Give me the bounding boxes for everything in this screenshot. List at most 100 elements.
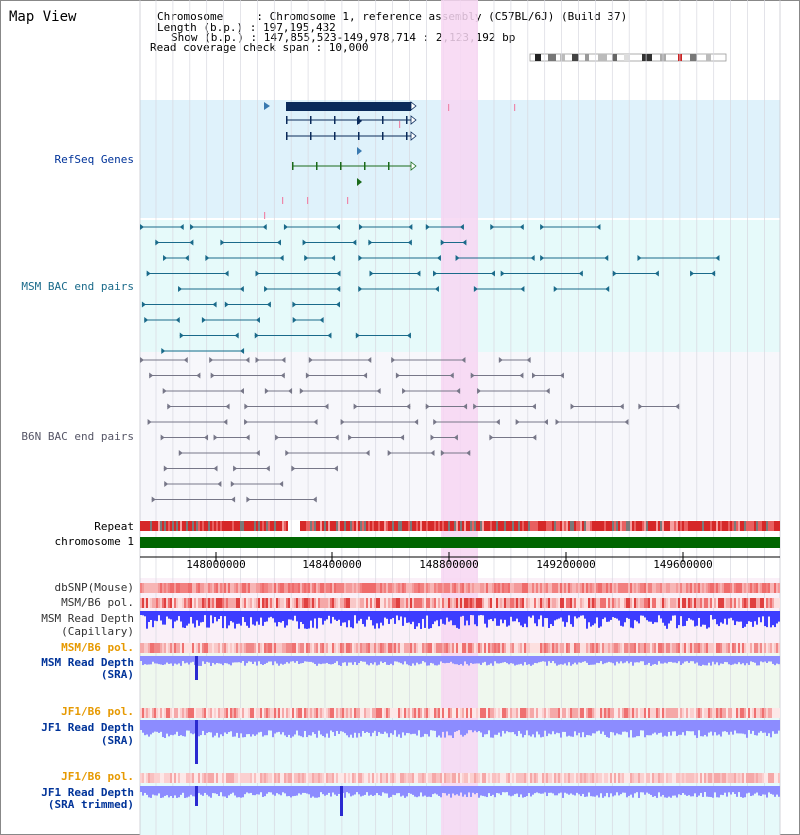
heat-cell [214, 643, 216, 653]
depth-bar [648, 611, 650, 622]
b6n-bac-track-label[interactable]: B6N BAC end pairs [21, 430, 134, 443]
msm-depth-capillary-bars[interactable] [140, 611, 780, 629]
repeat-segment [166, 521, 168, 531]
bac-end-marker [490, 224, 495, 230]
heat-cell [270, 773, 272, 783]
heat-cell [502, 708, 504, 718]
heat-cell [364, 773, 366, 783]
jf1-b6-pol-trimmed-label[interactable]: JF1/B6 pol. [61, 770, 134, 783]
heat-cell [174, 598, 176, 608]
depth-bar [730, 786, 732, 795]
heat-cell [592, 598, 594, 608]
dbsnp-heatmap[interactable] [140, 583, 780, 593]
depth-bar [348, 611, 350, 621]
highlight-region[interactable] [441, 0, 478, 835]
depth-bar [324, 611, 326, 621]
jf1-depth-trimmed-label[interactable]: JF1 Read Depth [41, 786, 134, 799]
repeat-track[interactable] [140, 521, 780, 531]
depth-bar [762, 611, 764, 617]
heat-cell [742, 708, 744, 718]
bac-end-marker [449, 372, 454, 379]
depth-bar [678, 786, 680, 795]
depth-bar [670, 656, 672, 662]
depth-bar [384, 611, 386, 618]
jf1-depth-sra-bars[interactable] [140, 720, 780, 764]
heat-cell [496, 598, 498, 608]
depth-bar [626, 611, 628, 618]
msm-depth-sra-label[interactable]: MSM Read Depth [41, 656, 134, 669]
heat-cell [630, 643, 632, 653]
depth-bar [756, 720, 758, 736]
heat-cell [280, 598, 282, 608]
msm-b6-pol-label[interactable]: MSM/B6 pol. [61, 596, 134, 609]
depth-bar [198, 720, 200, 737]
msm-bac-end-pairs[interactable] [140, 224, 720, 354]
heat-cell [172, 773, 174, 783]
depth-bar [718, 786, 720, 798]
chromosome-track-label[interactable]: chromosome 1 [55, 535, 134, 548]
jf1-b6-pol-heatmap[interactable] [140, 708, 780, 718]
repeat-segment [568, 521, 570, 531]
gene-start-arrow[interactable] [264, 102, 270, 110]
depth-bar [516, 720, 518, 737]
heat-cell [238, 583, 240, 593]
depth-bar [566, 656, 568, 666]
heat-cell [530, 583, 532, 593]
refseq-track-label[interactable]: RefSeq Genes [55, 153, 134, 166]
depth-bar [682, 786, 684, 794]
depth-bar [568, 656, 570, 663]
depth-bar [538, 720, 540, 735]
refseq-gene-models[interactable] [264, 101, 516, 219]
msm-b6-pol-sra-heatmap[interactable] [140, 643, 780, 653]
heat-cell [232, 583, 234, 593]
bac-end-marker [638, 403, 643, 410]
heat-cell [534, 598, 536, 608]
heat-cell [470, 583, 472, 593]
msm-b6-pol-sra-label[interactable]: MSM/B6 pol. [61, 641, 134, 654]
repeat-segment [610, 521, 612, 531]
heat-cell [244, 643, 246, 653]
msm-b6-pol-heatmap[interactable] [140, 598, 780, 608]
msm-depth-sra-bars[interactable] [140, 656, 780, 680]
depth-bar [696, 656, 698, 663]
repeat-segment [336, 521, 338, 531]
depth-bar [664, 656, 666, 663]
depth-bar [640, 611, 642, 616]
depth-bar [288, 720, 290, 735]
depth-bar [338, 786, 340, 794]
depth-bar [722, 786, 724, 796]
heat-cell [752, 583, 754, 593]
depth-bar [226, 611, 228, 629]
repeat-segment [212, 521, 214, 531]
repeat-track-label[interactable]: Repeat [94, 520, 134, 533]
heat-cell [282, 643, 284, 653]
heat-cell [142, 643, 144, 653]
heat-cell [466, 643, 468, 653]
jf1-b6-pol-label[interactable]: JF1/B6 pol. [61, 705, 134, 718]
heat-cell [392, 583, 394, 593]
bac-end-marker [336, 270, 341, 277]
jf1-depth-sra-label[interactable]: JF1 Read Depth [41, 721, 134, 734]
depth-bar [478, 720, 480, 732]
gene-block[interactable] [286, 102, 411, 111]
depth-bar [760, 656, 762, 662]
depth-bar [172, 720, 174, 736]
ideogram-band [706, 54, 711, 61]
msm-depth-capillary-label[interactable]: MSM Read Depth [41, 612, 134, 625]
heat-cell [576, 773, 578, 783]
bac-end-marker [498, 357, 503, 363]
dbsnp-track-label[interactable]: dbSNP(Mouse) [55, 581, 134, 594]
heat-cell [498, 643, 500, 653]
bac-end-marker [519, 372, 524, 379]
heat-cell [778, 708, 780, 718]
heat-cell [312, 708, 314, 718]
jf1-depth-trimmed-bars[interactable] [140, 786, 780, 816]
depth-bar [666, 656, 668, 664]
gene-end-arrow[interactable] [410, 101, 417, 111]
bac-end-marker [400, 434, 405, 441]
msm-bac-track-label[interactable]: MSM BAC end pairs [21, 280, 134, 293]
chromosome-bar[interactable] [140, 537, 780, 548]
jf1-b6-pol-trimmed-heatmap[interactable] [140, 773, 780, 783]
b6n-bac-end-pairs[interactable] [140, 357, 680, 503]
